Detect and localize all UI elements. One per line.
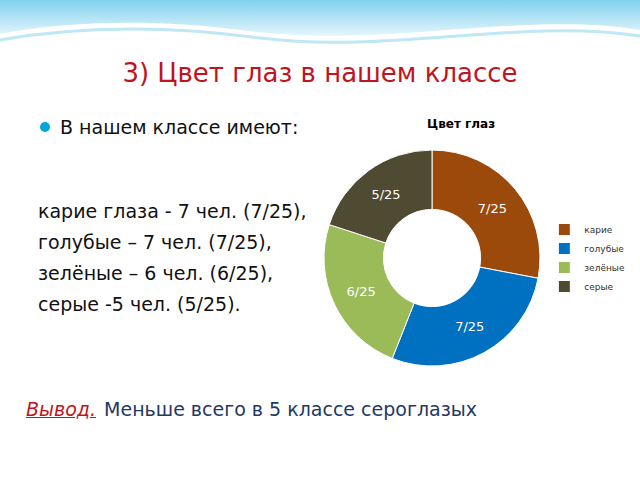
html-text:Меньше всего в 5 классе серогл: Меньше всего в 5 классе сероглазых xyxy=(104,398,477,420)
svg-text:серые: серые xyxy=(584,282,613,292)
svg-text:голубые: голубые xyxy=(584,244,624,254)
svg-text:зелёные: зелёные xyxy=(584,263,625,273)
svg-text:карие: карие xyxy=(584,225,613,235)
html-text:3) Цвет глаз в нашем классе: 3) Цвет глаз в нашем классе xyxy=(122,58,518,88)
svg-text:Цвет глаз: Цвет глаз xyxy=(427,117,495,131)
html-text:В нашем классе имеют:: В нашем классе имеют: xyxy=(60,116,299,138)
svg-text:7/25: 7/25 xyxy=(455,319,484,334)
html-text:карие глаза - 7 чел. (7/25), г: карие глаза - 7 чел. (7/25), голубые – 7… xyxy=(38,200,307,315)
svg-text:6/25: 6/25 xyxy=(347,284,376,299)
html-text:Вывод.: Вывод. xyxy=(26,398,96,420)
svg-text:5/25: 5/25 xyxy=(371,187,400,202)
svg-text:7/25: 7/25 xyxy=(478,201,507,216)
